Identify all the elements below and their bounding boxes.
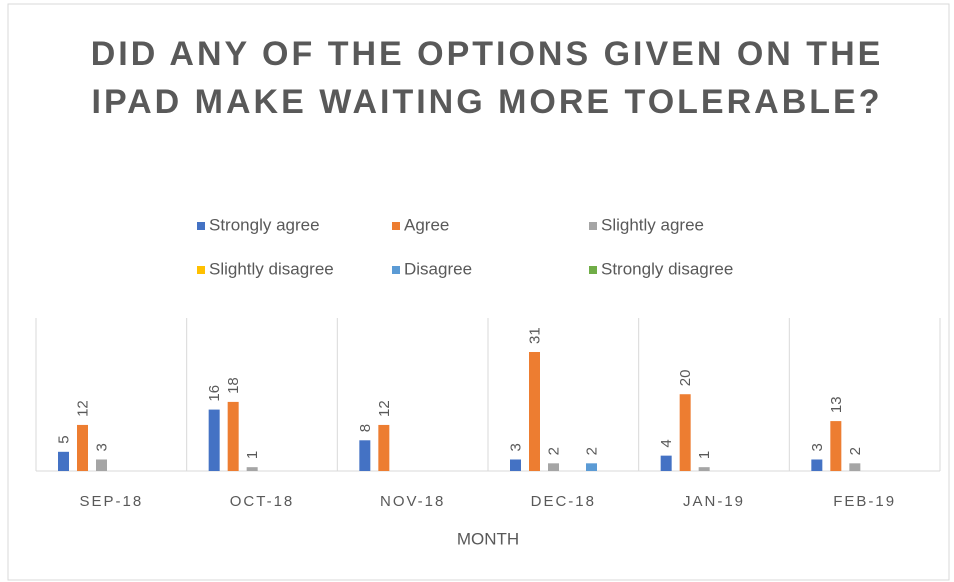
data-label: 5 bbox=[56, 435, 73, 443]
data-label: 2 bbox=[847, 447, 864, 455]
bar bbox=[208, 409, 220, 471]
data-label: 3 bbox=[94, 443, 111, 451]
data-label: 2 bbox=[546, 447, 563, 455]
data-label: 4 bbox=[658, 439, 675, 447]
data-label: 8 bbox=[357, 424, 374, 432]
data-label: 3 bbox=[809, 443, 826, 451]
data-label: 20 bbox=[677, 370, 694, 387]
data-label: 1 bbox=[244, 451, 261, 459]
legend-label: Slightly agree bbox=[601, 215, 704, 234]
bar bbox=[510, 459, 521, 471]
legend-swatch bbox=[197, 222, 205, 230]
bar bbox=[359, 440, 371, 471]
legend-swatch bbox=[392, 222, 400, 230]
data-label: 12 bbox=[376, 400, 393, 417]
bar bbox=[227, 401, 239, 471]
bar bbox=[811, 459, 823, 471]
data-label: 1 bbox=[696, 451, 713, 459]
legend-swatch bbox=[392, 266, 400, 274]
bar bbox=[679, 394, 691, 471]
chart-border bbox=[7, 3, 950, 581]
x-tick-label: DEC-18 bbox=[531, 493, 596, 510]
bar bbox=[246, 467, 258, 471]
bar bbox=[378, 424, 390, 471]
bar bbox=[849, 463, 861, 471]
legend-label: Slightly disagree bbox=[209, 259, 334, 278]
legend-label: Strongly disagree bbox=[601, 259, 733, 278]
x-tick-label: JAN-19 bbox=[683, 493, 745, 510]
bar bbox=[58, 451, 69, 471]
bar bbox=[830, 421, 842, 471]
legend-swatch bbox=[589, 222, 597, 230]
legend-label: Agree bbox=[404, 215, 449, 234]
legend-swatch bbox=[589, 266, 597, 274]
chart-title: DID ANY OF THE OPTIONS GIVEN ON THE IPAD… bbox=[90, 35, 884, 121]
data-label: 13 bbox=[828, 396, 845, 413]
bar bbox=[660, 455, 672, 471]
bar bbox=[529, 352, 540, 471]
data-label: 18 bbox=[225, 377, 242, 394]
data-label: 2 bbox=[584, 447, 601, 455]
x-tick-label: NOV-18 bbox=[380, 493, 445, 510]
data-label: 12 bbox=[75, 400, 92, 417]
legend-label: Strongly agree bbox=[209, 215, 320, 234]
bar bbox=[96, 459, 107, 471]
bar bbox=[548, 463, 559, 471]
bar bbox=[698, 467, 710, 471]
bar bbox=[586, 463, 597, 471]
data-label: 3 bbox=[508, 443, 525, 451]
x-tick-label: FEB-19 bbox=[833, 493, 896, 510]
legend-label: Disagree bbox=[404, 259, 472, 278]
data-label: 16 bbox=[206, 385, 223, 402]
bar bbox=[77, 424, 88, 471]
data-label: 31 bbox=[527, 327, 544, 344]
x-axis-title: MONTH bbox=[457, 529, 519, 548]
x-tick-label: SEP-18 bbox=[79, 493, 143, 510]
legend-swatch bbox=[197, 266, 205, 274]
x-tick-label: OCT-18 bbox=[230, 493, 295, 510]
